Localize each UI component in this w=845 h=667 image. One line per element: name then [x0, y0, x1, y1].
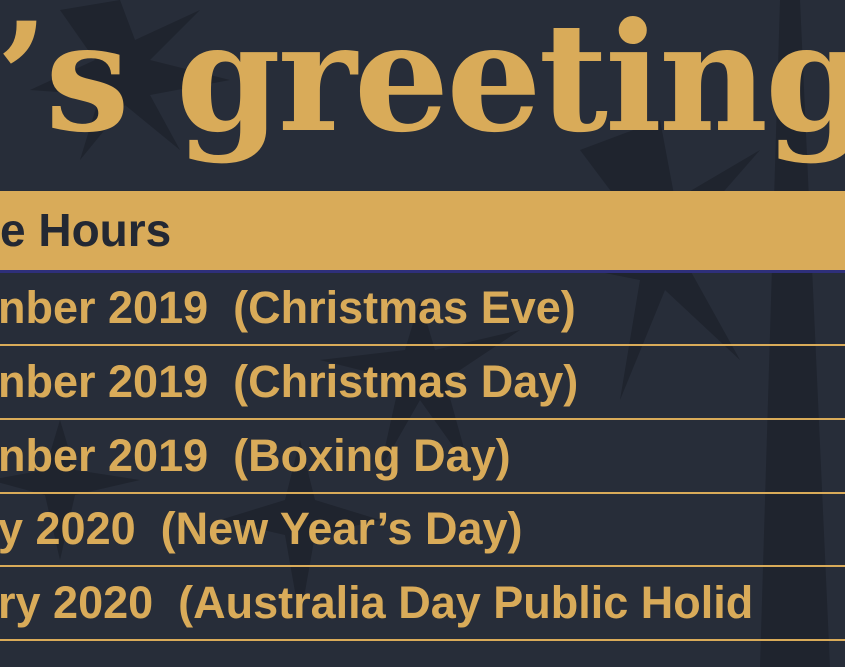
- holiday-text: nber 2019 (Christmas Eve): [0, 282, 576, 333]
- star-shape: [320, 300, 520, 470]
- header-label: e Hours: [0, 204, 172, 256]
- holiday-text: nber 2019 (Christmas Day): [0, 356, 579, 407]
- star-shape: [0, 420, 140, 560]
- holiday-row: nber 2019 (Boxing Day): [0, 420, 845, 494]
- holiday-text: nber 2019 (Boxing Day): [0, 430, 511, 481]
- star-shape: [220, 440, 380, 620]
- holiday-row: y 2020 (New Year’s Day): [0, 493, 845, 567]
- holiday-text: ry 2020 (Australia Day Public Holid: [0, 577, 754, 628]
- trading-hours-header: e Hours: [0, 191, 845, 273]
- star-shape: [30, 0, 230, 160]
- holiday-row: nber 2019 (Christmas Day): [0, 346, 845, 420]
- holiday-text: y 2020 (New Year’s Day): [0, 503, 523, 554]
- holiday-row: ry 2020 (Australia Day Public Holid: [0, 567, 845, 641]
- greeting-title: ’s greeting: [0, 0, 845, 166]
- star-shape: [760, 0, 830, 667]
- holiday-row: nber 2019 (Christmas Eve): [0, 272, 845, 346]
